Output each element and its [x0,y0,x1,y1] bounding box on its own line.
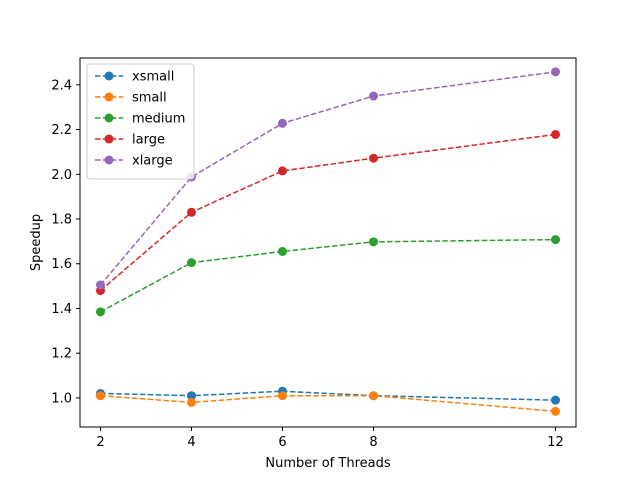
legend-marker [104,92,114,102]
data-point [186,258,196,268]
legend-marker [104,113,114,123]
data-point [277,166,287,176]
data-point [277,391,287,401]
y-axis-label: Speedup [29,214,44,271]
x-tick-label: 4 [187,435,195,450]
legend-box [86,63,195,180]
y-tick-label: 2.0 [51,168,72,183]
data-point [95,307,105,317]
legend-label: medium [132,112,185,127]
data-point [95,280,105,290]
y-tick-label: 2.4 [51,78,72,93]
series-small [95,391,561,416]
x-axis-label: Number of Threads [265,456,390,471]
data-point [369,91,379,101]
x-tick-label: 12 [547,435,564,450]
data-point [551,406,561,416]
legend-label: xsmall [132,70,174,85]
legend-item-medium: medium [95,112,185,127]
x-tick-label: 6 [278,435,286,450]
x-axis-ticks: 2 4 6 8 12 [96,427,564,450]
legend-marker [104,71,114,81]
series-medium [95,235,561,317]
legend-marker [104,155,114,165]
data-point [551,129,561,139]
legend-marker [104,134,114,144]
y-tick-label: 2.2 [51,123,72,138]
data-point [186,391,196,401]
series-line [99,133,556,292]
y-tick-label: 1.0 [51,391,72,406]
legend-label: large [132,133,165,148]
y-tick-label: 1.8 [51,213,72,228]
x-tick-label: 8 [369,435,377,450]
y-tick-label: 1.2 [51,347,72,362]
x-tick-label: 2 [96,435,104,450]
legend-item-xlarge: xlarge [95,154,173,169]
data-point [95,391,105,401]
data-point [369,391,379,401]
data-point [551,395,561,405]
legend: xsmall small medium large xlarge [86,63,195,180]
legend-item-small: small [95,91,167,106]
data-point [551,235,561,245]
data-point [186,397,196,407]
y-tick-label: 1.6 [51,257,72,272]
legend-label: xlarge [132,154,173,169]
data-point [186,207,196,217]
data-point [369,237,379,247]
legend-item-large: large [95,133,165,148]
data-point [277,118,287,128]
data-point [369,153,379,163]
data-point [277,246,287,256]
series-layer [95,67,561,416]
series-large [95,129,561,296]
plot-frame [79,57,577,428]
y-axis-ticks: 1.0 1.2 1.4 1.6 1.8 2.0 2.2 2.4 [51,78,80,406]
data-point [551,67,561,77]
legend-item-xsmall: xsmall [95,70,174,85]
y-tick-label: 1.4 [51,302,72,317]
legend-label: small [132,91,167,106]
